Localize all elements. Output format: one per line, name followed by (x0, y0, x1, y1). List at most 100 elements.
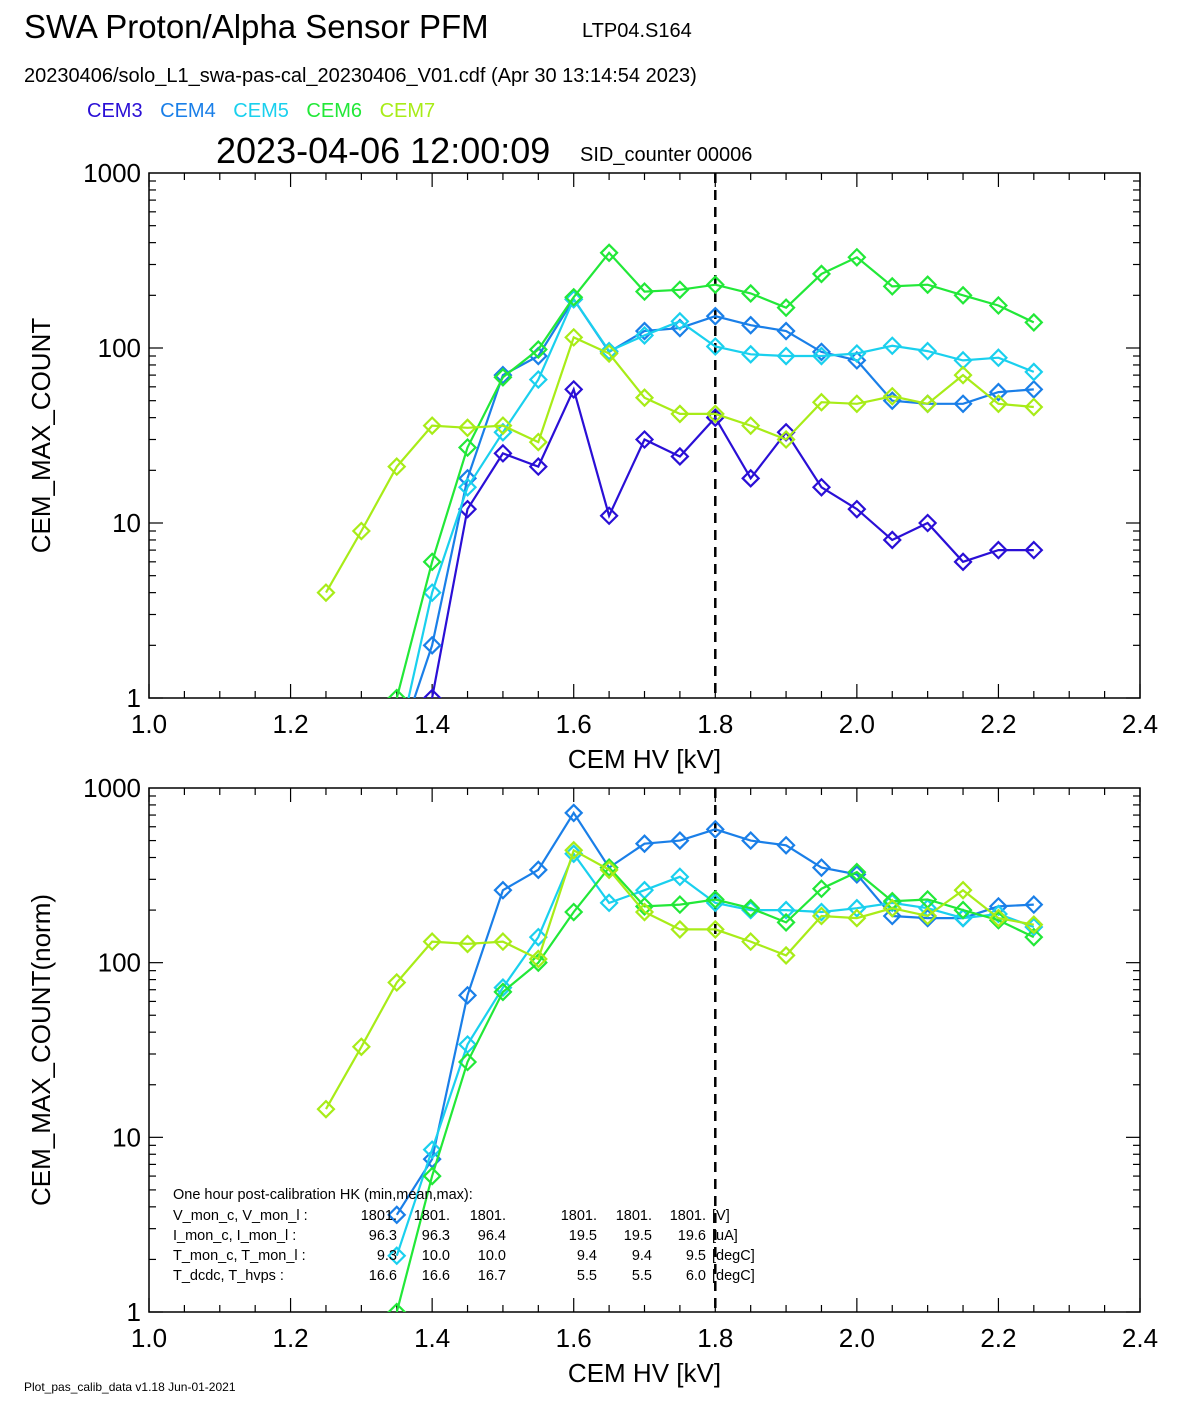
hk-value: 16.6 (422, 1268, 450, 1284)
hk-row-label: I_mon_c, I_mon_l : (173, 1228, 296, 1244)
data-point-cem7 (847, 908, 867, 928)
y-tick-label: 1000 (83, 158, 141, 188)
series-line-cem4 (395, 810, 1034, 1216)
data-point-cem5 (564, 844, 584, 864)
data-point-cem6 (811, 264, 832, 284)
x-axis-label: CEM HV [kV] (568, 744, 721, 774)
data-point-cem3 (528, 457, 548, 477)
series-line-cem6 (395, 865, 1035, 1312)
data-point-cem4 (670, 831, 690, 851)
data-point-cem6 (422, 552, 442, 572)
data-point-cem5 (811, 346, 832, 366)
data-point-cem7 (811, 392, 832, 412)
data-point-cem5 (493, 978, 513, 998)
legend-entry-cem3: CEM3 (87, 100, 143, 122)
data-point-cem5 (988, 348, 1008, 368)
plot-frame (148, 172, 1141, 699)
x-tick-label: 2.4 (1122, 1323, 1158, 1353)
data-point-cem4 (847, 864, 867, 884)
data-point-cem7 (351, 1037, 371, 1057)
data-point-cem6 (776, 298, 796, 318)
data-point-cem7 (387, 457, 407, 477)
hk-row-label: T_dcdc, T_hvps : (173, 1268, 284, 1284)
data-point-cem3 (918, 513, 938, 533)
data-point-cem7 (599, 860, 619, 880)
data-point-cem7 (528, 432, 548, 452)
data-point-cem7 (422, 416, 442, 436)
hk-value: 6.0 (686, 1268, 706, 1284)
data-point-cem6 (988, 295, 1008, 316)
data-point-cem6 (811, 879, 832, 899)
x-tick-label: 2.2 (980, 709, 1016, 739)
data-point-cem3 (1024, 540, 1044, 560)
data-point-cem6 (741, 283, 761, 303)
y-tick-label: 10 (112, 1122, 141, 1152)
data-point-cem6 (776, 912, 796, 932)
data-point-cem6 (988, 910, 1008, 930)
x-tick-label: 1.6 (556, 1323, 592, 1353)
data-point-cem4 (634, 321, 655, 341)
x-axis-label: CEM HV [kV] (568, 1358, 721, 1388)
hk-value: 9.4 (632, 1248, 652, 1264)
data-point-cem7 (634, 388, 655, 408)
data-point-cem7 (1024, 397, 1044, 417)
data-point-cem6 (670, 280, 690, 300)
data-point-cem5 (705, 336, 725, 357)
data-point-cem3 (389, 743, 405, 759)
data-point-cem4 (1024, 379, 1044, 399)
data-point-cem5 (882, 336, 902, 356)
data-point-cem7 (811, 906, 832, 926)
data-point-cem5 (1024, 362, 1044, 382)
x-tick-label: 1.0 (131, 709, 167, 739)
hk-value: 9.5 (686, 1248, 706, 1264)
data-point-cem5 (776, 346, 796, 366)
hk-value: 19.5 (569, 1228, 597, 1244)
data-point-cem4 (422, 635, 442, 655)
series-line-cem6 (395, 251, 1035, 698)
data-point-cem7 (457, 418, 478, 438)
data-point-cem6 (387, 688, 407, 698)
data-point-cem6 (705, 889, 725, 910)
data-point-cem4 (457, 985, 478, 1005)
data-point-cem5 (670, 867, 690, 887)
timestamp: 2023-04-06 12:00:09 (216, 130, 551, 171)
hk-table: One hour post-calibration HK (min,mean,m… (173, 1187, 755, 1284)
hk-value: 19.6 (678, 1228, 706, 1244)
y-axis-label: CEM_MAX_COUNT (26, 318, 56, 554)
hk-value: 5.5 (577, 1268, 597, 1284)
hk-value: 96.4 (478, 1228, 506, 1244)
data-point-cem5 (988, 904, 1008, 924)
data-point-cem7 (493, 932, 513, 952)
data-point-cem5 (387, 1246, 407, 1266)
data-point-cem4 (564, 803, 584, 823)
chart-panel-2: 1.0 1.2 1.4 1.6 1.8 2.0 2.2 2.4 1 10 100 1000 CEM HV… (26, 773, 1158, 1388)
data-point-cem4 (776, 321, 796, 341)
legend-entry-cem7: CEM7 (379, 100, 436, 122)
data-point-cem6 (422, 1166, 442, 1186)
data-point-cem5 (776, 900, 796, 920)
data-point-cem6 (493, 367, 513, 387)
data-point-cem6 (847, 862, 867, 882)
data-point-cem7 (670, 404, 690, 424)
data-point-cem7 (882, 386, 902, 406)
data-point-cem6 (847, 247, 867, 267)
legend-entry-cem6: CEM6 (306, 100, 362, 122)
data-point-cem7 (741, 932, 761, 952)
data-point-cem5 (847, 898, 867, 918)
data-point-cem5 (457, 477, 478, 497)
data-point-cem6 (564, 902, 584, 922)
data-point-cem7 (988, 394, 1008, 414)
hk-value: 19.5 (624, 1228, 652, 1244)
legend: CEM3 CEM4 CEM5 CEM6 CEM7 (87, 100, 447, 123)
data-point-cem4 (776, 835, 796, 855)
data-point-cem6 (953, 900, 973, 920)
hk-unit: [degC] (712, 1268, 755, 1284)
hk-value: 1801. (361, 1208, 397, 1224)
hk-value: 10.0 (478, 1248, 506, 1264)
data-point-cem7 (422, 932, 442, 952)
hk-value: 96.3 (369, 1228, 397, 1244)
data-point-cem3 (422, 688, 442, 698)
data-point-cem5 (953, 908, 973, 928)
data-point-cem7 (776, 429, 796, 450)
data-point-cem5 (422, 583, 442, 603)
